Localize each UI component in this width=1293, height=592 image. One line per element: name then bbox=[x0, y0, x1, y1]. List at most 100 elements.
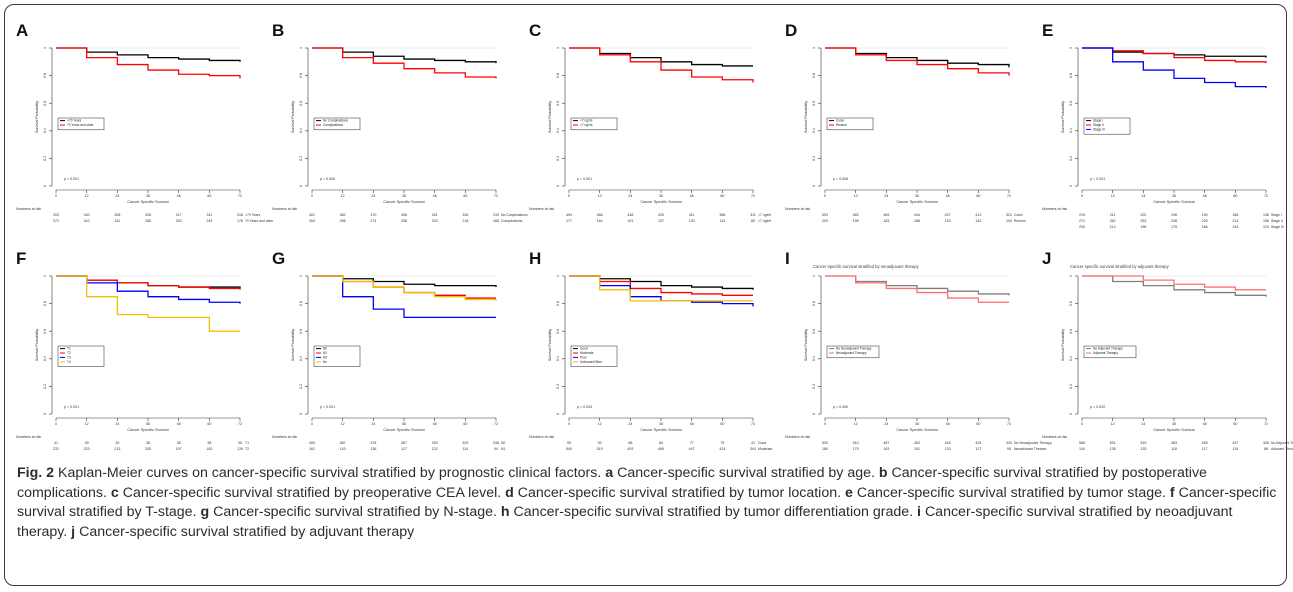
y-tick-label: 0.8 bbox=[556, 301, 560, 306]
risk-count: 263 bbox=[176, 219, 182, 223]
risk-count: 411 bbox=[689, 213, 695, 217]
risk-count: 139 bbox=[237, 447, 243, 450]
legend-box bbox=[57, 345, 105, 367]
y-tick-label: 0.2 bbox=[299, 156, 303, 161]
x-tick-label: 60 bbox=[207, 194, 211, 198]
y-tick-label: 0.4 bbox=[556, 356, 560, 361]
y-tick-label: 0.8 bbox=[43, 73, 47, 78]
x-tick-label: 60 bbox=[976, 422, 980, 426]
x-tick-label: 12 bbox=[85, 194, 89, 198]
survival-curve bbox=[569, 275, 754, 290]
risk-count: 447 bbox=[689, 447, 695, 450]
risk-row-label: Good bbox=[758, 441, 766, 445]
x-tick-label: 12 bbox=[85, 422, 89, 426]
risk-count: 469 bbox=[658, 447, 664, 450]
risk-count: 342 bbox=[84, 219, 90, 223]
caption-item-label: d bbox=[505, 484, 514, 501]
y-axis-label: Survival Probability bbox=[291, 101, 295, 133]
legend-box bbox=[570, 345, 618, 367]
caption-item-text: Cancer-specific survival stratified by a… bbox=[79, 523, 415, 540]
x-tick-label: 12 bbox=[1111, 194, 1115, 198]
risk-count: 494 bbox=[566, 213, 572, 217]
y-tick-label: 0.4 bbox=[1069, 356, 1073, 361]
risk-table-title: Numbers at risk bbox=[272, 207, 297, 211]
y-axis-label: Survival Probability bbox=[804, 329, 808, 361]
survival-curve bbox=[56, 275, 241, 304]
x-tick-label: 24 bbox=[628, 194, 632, 198]
km-panel-d: D 0 0.2 0.4 0.6 0.8 1 Survival Probability 0 12 24… bbox=[785, 21, 1026, 223]
risk-count: 286 bbox=[145, 219, 151, 223]
x-tick-label: 12 bbox=[598, 194, 602, 198]
x-tick-label: 72 bbox=[1007, 422, 1011, 426]
y-tick-label: 0.6 bbox=[43, 101, 47, 106]
p-value: p = 0.006 bbox=[320, 177, 335, 181]
risk-row-label: Colon bbox=[1014, 213, 1023, 217]
risk-count: 218 bbox=[462, 219, 468, 223]
x-tick-label: 72 bbox=[238, 422, 242, 426]
y-tick-label: 0.2 bbox=[299, 384, 303, 389]
y-tick-label: 1 bbox=[1069, 275, 1073, 277]
risk-count: 519 bbox=[597, 447, 603, 450]
y-tick-label: 0 bbox=[812, 413, 816, 415]
x-tick-label: 72 bbox=[494, 194, 498, 198]
legend-box bbox=[570, 117, 618, 131]
legend-label: No Neoadjuvant Therapy bbox=[836, 347, 872, 351]
risk-count: 38 bbox=[146, 441, 150, 445]
x-tick-label: 36 bbox=[402, 422, 406, 426]
risk-count: 412 bbox=[975, 213, 981, 217]
risk-count: 122 bbox=[432, 447, 438, 450]
risk-count: 271 bbox=[1079, 219, 1085, 223]
y-tick-label: 0.6 bbox=[1069, 329, 1073, 334]
x-tick-label: 36 bbox=[659, 422, 663, 426]
risk-count: 113 bbox=[719, 219, 725, 223]
caption-item-label: g bbox=[200, 504, 210, 521]
caption-item-label: h bbox=[500, 504, 510, 521]
y-tick-label: 0 bbox=[556, 413, 560, 415]
risk-count: 95 bbox=[567, 441, 571, 445]
y-tick-label: 0.4 bbox=[43, 356, 47, 361]
y-tick-label: 0.6 bbox=[1069, 101, 1073, 106]
y-tick-label: 0.2 bbox=[812, 384, 816, 389]
x-tick-label: 0 bbox=[1081, 194, 1083, 198]
risk-count: 468 bbox=[597, 213, 603, 217]
caption-item-label: b bbox=[878, 465, 888, 481]
risk-table-title: Numbers at risk bbox=[16, 435, 41, 439]
risk-count: 425 bbox=[975, 441, 981, 445]
risk-table-title: Numbers at risk bbox=[785, 207, 810, 211]
x-tick-label: 36 bbox=[146, 422, 150, 426]
x-tick-label: 48 bbox=[177, 194, 181, 198]
risk-count: 248 bbox=[493, 441, 499, 445]
y-tick-label: 0.2 bbox=[556, 384, 560, 389]
panel-letter: E bbox=[1042, 21, 1053, 40]
risk-count: 459 bbox=[1202, 441, 1208, 445]
x-tick-label: 72 bbox=[494, 422, 498, 426]
y-tick-label: 0.2 bbox=[43, 384, 47, 389]
legend-label: 70 Years and older bbox=[67, 123, 95, 127]
y-axis-label: Survival Probability bbox=[35, 329, 39, 361]
risk-count: 530 bbox=[822, 441, 828, 445]
risk-count: 88 bbox=[1264, 447, 1268, 450]
risk-count: 231 bbox=[53, 447, 59, 450]
risk-row-label: <7 ng/ml bbox=[758, 213, 771, 217]
risk-count: 566 bbox=[1079, 441, 1085, 445]
risk-count: 151 bbox=[627, 219, 633, 223]
panel-letter: I bbox=[785, 249, 790, 268]
y-tick-label: 0.6 bbox=[43, 329, 47, 334]
risk-count: 84 bbox=[659, 441, 663, 445]
x-tick-label: 0 bbox=[55, 194, 57, 198]
risk-count: 531 bbox=[1110, 441, 1116, 445]
x-tick-label: 72 bbox=[751, 194, 755, 198]
legend-label: T1 bbox=[67, 347, 71, 351]
x-axis-label: Cancer Specific Survival bbox=[1153, 428, 1194, 432]
risk-count: 142 bbox=[975, 219, 981, 223]
y-tick-label: 0.6 bbox=[299, 329, 303, 334]
y-axis-label: Survival Probability bbox=[35, 101, 39, 133]
panel-letter: H bbox=[529, 249, 541, 268]
risk-count: 144 bbox=[1079, 447, 1085, 450]
p-value: p < 0.001 bbox=[320, 405, 335, 409]
risk-count: 183 bbox=[206, 447, 212, 450]
risk-count: 130 bbox=[689, 219, 695, 223]
legend-label: Moderate bbox=[580, 351, 594, 355]
x-tick-label: 72 bbox=[1264, 422, 1268, 426]
